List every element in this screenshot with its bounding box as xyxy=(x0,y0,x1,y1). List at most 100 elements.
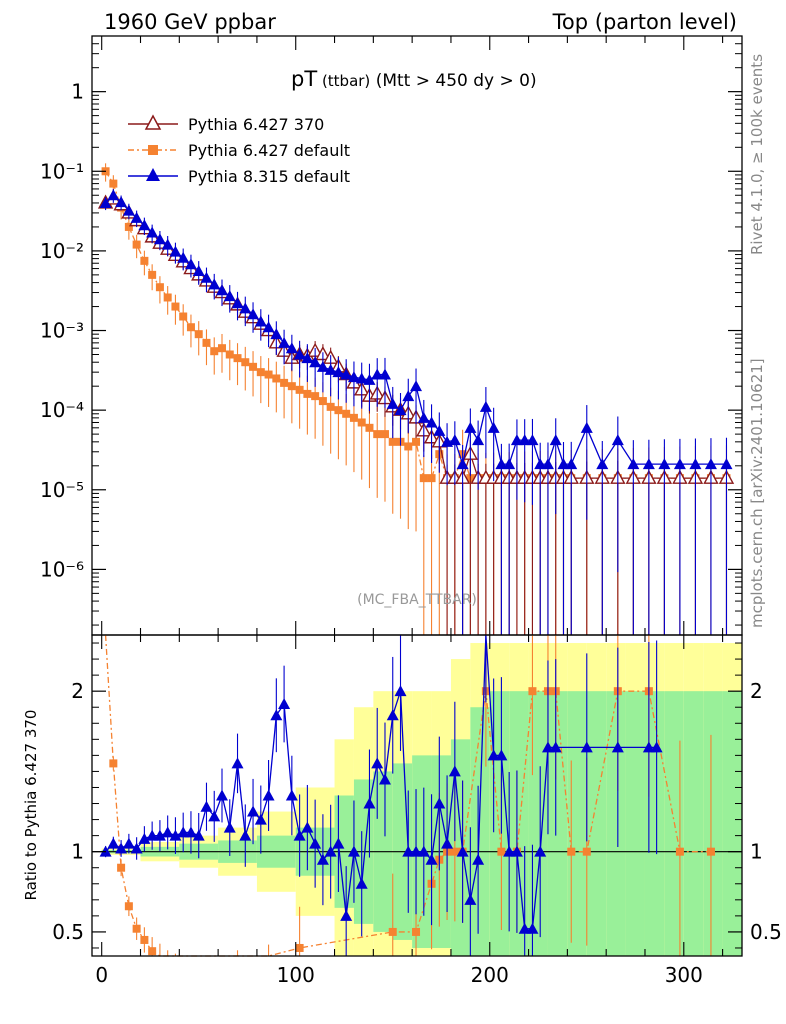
data-point-square xyxy=(380,430,389,439)
ratio-point-triangle xyxy=(363,797,376,809)
plot-title-sub2: (Mtt > 450 dy > 0) xyxy=(370,71,536,91)
ratio-point-triangle xyxy=(169,829,182,841)
ratio-point-triangle xyxy=(510,845,523,857)
ratio-point-triangle xyxy=(503,845,516,857)
ratio-point-square xyxy=(295,943,304,952)
data-point-triangle xyxy=(673,458,686,470)
ratio-x-tick-label: 300 xyxy=(665,963,703,987)
ratio-point-triangle xyxy=(340,909,353,921)
ratio-point-square xyxy=(148,947,157,956)
ratio-point-triangle xyxy=(402,845,415,857)
data-point-square xyxy=(365,423,374,432)
ratio-point-triangle xyxy=(208,810,221,822)
ratio-point-triangle xyxy=(448,765,461,777)
ratio-panel: 0.5 0.5 1 1 2 2 0 100 200 300 xyxy=(52,634,782,987)
data-point-square xyxy=(225,350,234,359)
ratio-point-square xyxy=(412,927,421,936)
data-point-triangle xyxy=(146,226,159,238)
data-point-square xyxy=(334,406,343,415)
ratio-series-p8 xyxy=(99,634,663,956)
data-point-triangle xyxy=(340,368,353,380)
data-point-triangle xyxy=(138,219,151,231)
ratio-point-square xyxy=(675,847,684,856)
data-point-square xyxy=(318,397,327,406)
ratio-point-triangle xyxy=(425,853,438,865)
data-point-square xyxy=(148,270,157,279)
data-point-triangle xyxy=(223,290,236,302)
ratio-y-tick-label: 2 xyxy=(71,679,84,703)
data-point-triangle xyxy=(534,458,547,470)
data-point-triangle xyxy=(247,308,260,320)
data-point-triangle xyxy=(526,434,539,446)
ratio-band-green xyxy=(509,691,529,956)
ratio-point-triangle xyxy=(239,829,252,841)
rivet-version-label: Rivet 4.1.0, ≥ 100k events xyxy=(748,54,766,255)
ratio-point-triangle xyxy=(371,757,384,769)
analysis-watermark: (MC_FBA_TTBAR) xyxy=(357,592,477,608)
data-point-triangle xyxy=(549,434,562,446)
data-point-triangle xyxy=(704,458,717,470)
ratio-point-triangle xyxy=(270,709,283,721)
data-point-square xyxy=(373,430,382,439)
ratio-band-green xyxy=(586,691,607,956)
ratio-band-green xyxy=(547,691,568,956)
ratio-point-triangle xyxy=(122,837,135,849)
data-point-square xyxy=(427,474,436,483)
main-axis-ticks: 1 10⁻¹ 10⁻² 10⁻³ 10⁻⁴ 10⁻⁵ 10⁻⁶ xyxy=(40,35,742,635)
ratio-point-square xyxy=(140,935,149,944)
ratio-axis-ticks: 0.5 0.5 1 1 2 2 0 100 200 300 xyxy=(52,635,782,987)
ratio-point-square xyxy=(132,924,141,933)
data-point-triangle xyxy=(479,400,492,412)
ratio-point-triangle xyxy=(262,789,275,801)
ratio-point-triangle xyxy=(464,893,477,905)
data-point-triangle xyxy=(627,458,640,470)
data-point-triangle xyxy=(231,297,244,309)
ratio-point-triangle xyxy=(580,741,593,753)
data-point-triangle xyxy=(153,233,166,245)
ratio-y-tick-label: 0.5 xyxy=(52,920,84,944)
legend-entry-p8: Pythia 8.315 default xyxy=(128,167,350,186)
ratio-y-axis-label: Ratio to Pythia 6.427 370 xyxy=(22,710,40,901)
ratio-point-triangle xyxy=(347,845,360,857)
data-point-square xyxy=(404,442,413,451)
data-point-triangle xyxy=(557,458,570,470)
ratio-band-green xyxy=(722,691,742,956)
ratio-point-triangle xyxy=(146,829,159,841)
data-point-triangle xyxy=(293,348,306,360)
data-point-square xyxy=(140,256,149,265)
plot-title: pT (ttbar) (Mtt > 450 dy > 0) xyxy=(291,67,537,91)
ratio-point-triangle xyxy=(394,685,407,697)
data-point-square xyxy=(210,347,219,356)
data-point-triangle xyxy=(464,421,477,433)
data-point-triangle xyxy=(161,238,174,250)
main-y-tick-label: 10⁻⁴ xyxy=(40,398,84,422)
legend-label-p6-370: Pythia 6.427 370 xyxy=(188,115,324,134)
ratio-point-triangle xyxy=(153,829,166,841)
ratio-point-triangle xyxy=(138,832,151,844)
data-point-triangle xyxy=(541,458,554,470)
ratio-band-green xyxy=(450,739,471,956)
data-point-square xyxy=(194,330,203,339)
ratio-point-triangle xyxy=(534,845,547,857)
ratio-point-triangle xyxy=(518,922,531,934)
ratio-point-triangle xyxy=(526,922,539,934)
ratio-band-green xyxy=(470,707,490,956)
data-point-triangle xyxy=(642,458,655,470)
data-point-triangle xyxy=(658,458,671,470)
ratio-point-triangle xyxy=(472,853,485,865)
data-point-square xyxy=(241,358,250,367)
data-point-triangle xyxy=(565,458,578,470)
ratio-point-square xyxy=(497,847,506,856)
ratio-point-triangle xyxy=(549,741,562,753)
data-point-triangle xyxy=(262,321,275,333)
data-point-square xyxy=(249,362,258,371)
data-point-triangle xyxy=(122,204,135,216)
ratio-band-green xyxy=(683,691,704,956)
ratio-band-green xyxy=(567,691,587,956)
ratio-point-triangle xyxy=(355,877,368,889)
ratio-point-triangle xyxy=(495,749,508,761)
ratio-point-square xyxy=(528,687,537,696)
ratio-point-square xyxy=(706,847,715,856)
data-point-triangle xyxy=(518,434,531,446)
